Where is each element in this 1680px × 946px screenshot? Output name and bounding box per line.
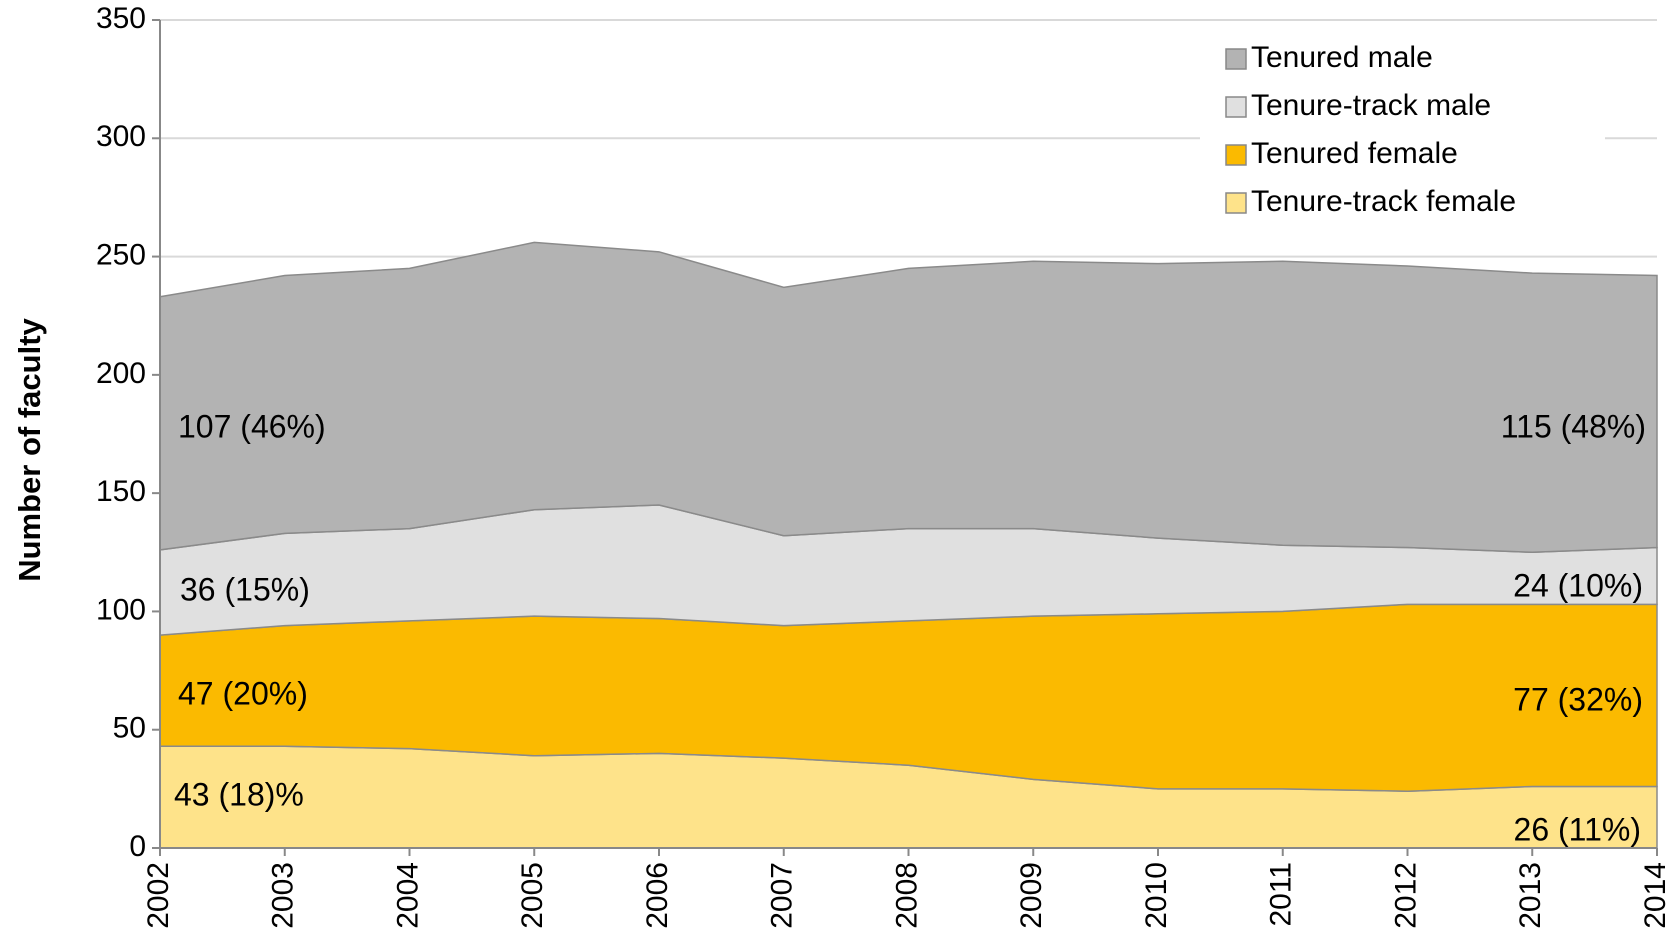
x-tick-label: 2004 xyxy=(391,862,424,929)
annotation: 26 (11%) xyxy=(1514,811,1641,847)
annotation: 43 (18)% xyxy=(174,776,304,812)
x-tick-label: 2002 xyxy=(142,862,175,929)
y-tick-label: 200 xyxy=(96,357,146,390)
area xyxy=(159,241,1658,554)
x-tick-label: 2009 xyxy=(1015,862,1048,929)
x-tick-label: 2005 xyxy=(516,862,549,929)
legend-label: Tenured male xyxy=(1251,41,1433,74)
x-tick-label: 2013 xyxy=(1514,862,1547,929)
annotation: 36 (15%) xyxy=(180,571,310,607)
annotation: 47 (20%) xyxy=(178,675,308,711)
y-tick-label: 150 xyxy=(96,475,146,508)
legend-label: Tenure-track female xyxy=(1251,185,1516,218)
legend-swatch xyxy=(1225,144,1247,166)
x-tick-label: 2012 xyxy=(1389,862,1422,929)
x-tick-label: 2003 xyxy=(267,862,300,929)
legend-swatch xyxy=(1225,192,1247,214)
legend-swatch xyxy=(1225,48,1247,70)
x-tick-label: 2007 xyxy=(766,862,799,929)
annotation: 107 (46%) xyxy=(178,408,326,444)
annotation: 115 (48%) xyxy=(1501,408,1646,444)
legend-label: Tenure-track male xyxy=(1251,89,1491,122)
x-tick-label: 2010 xyxy=(1140,862,1173,929)
y-tick-label: 100 xyxy=(96,593,146,626)
legend-label: Tenured female xyxy=(1251,137,1458,170)
y-axis-label: Number of faculty xyxy=(12,317,47,581)
y-tick-label: 50 xyxy=(113,712,146,745)
annotation: 24 (10%) xyxy=(1513,567,1643,603)
x-tick-label: 2011 xyxy=(1265,862,1298,927)
legend-swatch xyxy=(1225,96,1247,118)
y-tick-label: 0 xyxy=(129,830,146,863)
x-tick-label: 2008 xyxy=(890,862,923,929)
x-tick-label: 2006 xyxy=(641,862,674,929)
legend-box xyxy=(1200,32,1605,222)
y-tick-label: 350 xyxy=(96,2,146,35)
y-tick-label: 300 xyxy=(96,120,146,153)
annotation: 77 (32%) xyxy=(1513,681,1643,717)
x-tick-label: 2014 xyxy=(1639,862,1672,929)
y-tick-label: 250 xyxy=(96,238,146,271)
